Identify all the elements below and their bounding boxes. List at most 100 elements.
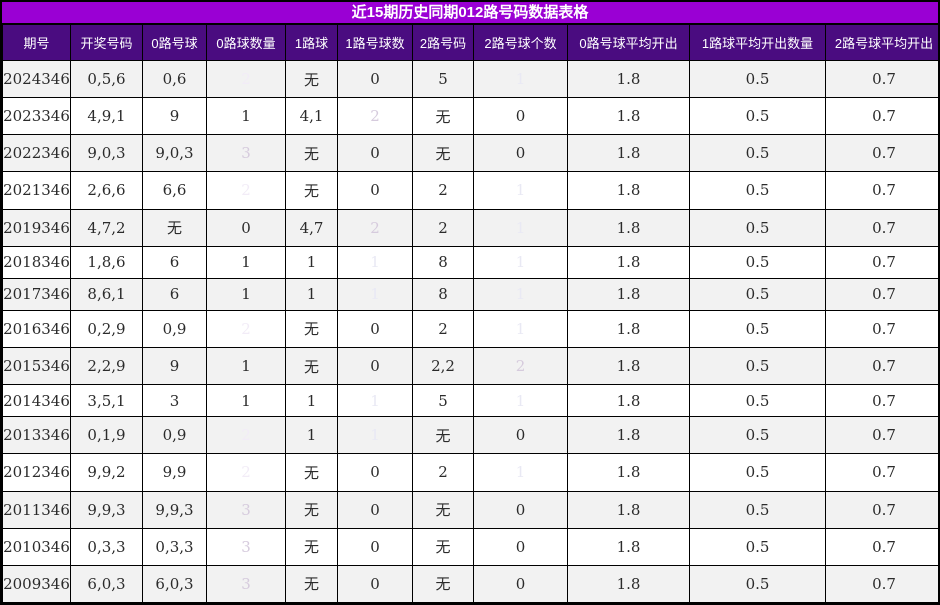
road0-average-cell: 1.8 <box>567 97 690 136</box>
road1-balls-cell: 无 <box>285 309 338 349</box>
road2-balls-cell: 无 <box>412 490 474 529</box>
road1-count-cell: 0 <box>337 134 413 173</box>
road2-count-cell: 0 <box>473 564 568 603</box>
road0-count-cell: 3 <box>206 527 286 566</box>
road2-balls-cell: 无 <box>412 97 474 136</box>
road0-average-cell: 1.8 <box>567 134 690 173</box>
period-cell: 2011346 <box>2 490 71 529</box>
period-cell: 2013346 <box>2 416 71 455</box>
road1-count-cell: 2 <box>337 208 413 247</box>
col-header-road0-count: 0路球数量 <box>206 24 286 61</box>
road1-balls-cell: 4,1 <box>285 97 338 136</box>
road1-average-cell: 0.5 <box>689 245 826 279</box>
road2-average-cell: 0.7 <box>825 97 938 136</box>
table-body: 2024346 0,5,6 0,6 2 无 0 5 1 1.8 0.5 0.7 2023346 4,9,… <box>2 59 938 603</box>
road0-count-cell: 1 <box>206 245 286 279</box>
table-row: 2017346 8,6,1 6 1 1 1 8 1 1.8 0.5 0.7 <box>2 277 938 311</box>
draw-numbers-cell: 9,0,3 <box>70 134 143 173</box>
road1-average-cell: 0.5 <box>689 309 826 349</box>
road1-count-cell: 0 <box>337 490 413 529</box>
road0-balls-cell: 0,3,3 <box>142 527 207 566</box>
road1-average-cell: 0.5 <box>689 208 826 247</box>
road0-count-cell: 2 <box>206 59 286 99</box>
period-cell: 2015346 <box>2 346 71 386</box>
road1-balls-cell: 4,7 <box>285 208 338 247</box>
road1-count-cell: 0 <box>337 564 413 603</box>
road1-count-cell: 1 <box>337 384 413 418</box>
road2-count-cell: 0 <box>473 97 568 136</box>
table-row: 2024346 0,5,6 0,6 2 无 0 5 1 1.8 0.5 0.7 <box>2 59 938 99</box>
road2-average-cell: 0.7 <box>825 59 938 99</box>
road0-average-cell: 1.8 <box>567 277 690 311</box>
data-table: 期号 开奖号码 0路号球 0路球数量 1路球 1路号球数 2路号码 2路号球个数… <box>2 24 938 603</box>
road2-average-cell: 0.7 <box>825 384 938 418</box>
road0-count-cell: 1 <box>206 384 286 418</box>
road2-count-cell: 0 <box>473 416 568 455</box>
road1-count-cell: 0 <box>337 171 413 210</box>
period-cell: 2014346 <box>2 384 71 418</box>
road0-balls-cell: 0,9 <box>142 416 207 455</box>
road2-average-cell: 0.7 <box>825 245 938 279</box>
period-cell: 2021346 <box>2 171 71 210</box>
road1-balls-cell: 无 <box>285 527 338 566</box>
road1-average-cell: 0.5 <box>689 97 826 136</box>
road0-count-cell: 3 <box>206 134 286 173</box>
table-row: 2010346 0,3,3 0,3,3 3 无 0 无 0 1.8 0.5 0.7 <box>2 527 938 566</box>
period-cell: 2016346 <box>2 309 71 349</box>
road2-average-cell: 0.7 <box>825 346 938 386</box>
road2-balls-cell: 5 <box>412 384 474 418</box>
road2-balls-cell: 无 <box>412 527 474 566</box>
road1-balls-cell: 1 <box>285 277 338 311</box>
col-header-road1-balls: 1路球 <box>285 24 338 61</box>
road1-balls-cell: 1 <box>285 245 338 279</box>
road2-average-cell: 0.7 <box>825 453 938 492</box>
road1-balls-cell: 无 <box>285 564 338 603</box>
road0-count-cell: 2 <box>206 171 286 210</box>
road1-count-cell: 2 <box>337 97 413 136</box>
road2-count-cell: 0 <box>473 527 568 566</box>
road1-balls-cell: 无 <box>285 59 338 99</box>
draw-numbers-cell: 0,2,9 <box>70 309 143 349</box>
road0-average-cell: 1.8 <box>567 490 690 529</box>
period-cell: 2024346 <box>2 59 71 99</box>
road2-balls-cell: 5 <box>412 59 474 99</box>
table-row: 2009346 6,0,3 6,0,3 3 无 0 无 0 1.8 0.5 0.7 <box>2 564 938 603</box>
road0-average-cell: 1.8 <box>567 208 690 247</box>
road0-average-cell: 1.8 <box>567 453 690 492</box>
road0-balls-cell: 9,9 <box>142 453 207 492</box>
table-row: 2014346 3,5,1 3 1 1 1 5 1 1.8 0.5 0.7 <box>2 384 938 418</box>
road2-count-cell: 1 <box>473 208 568 247</box>
draw-numbers-cell: 9,9,2 <box>70 453 143 492</box>
road1-balls-cell: 无 <box>285 171 338 210</box>
road1-count-cell: 1 <box>337 277 413 311</box>
road1-average-cell: 0.5 <box>689 384 826 418</box>
road1-average-cell: 0.5 <box>689 453 826 492</box>
road2-count-cell: 1 <box>473 59 568 99</box>
road1-balls-cell: 无 <box>285 453 338 492</box>
col-header-period: 期号 <box>2 24 71 61</box>
road1-average-cell: 0.5 <box>689 171 826 210</box>
draw-numbers-cell: 2,2,9 <box>70 346 143 386</box>
road0-balls-cell: 9,0,3 <box>142 134 207 173</box>
road1-count-cell: 0 <box>337 346 413 386</box>
road1-average-cell: 0.5 <box>689 277 826 311</box>
road2-average-cell: 0.7 <box>825 490 938 529</box>
draw-numbers-cell: 0,5,6 <box>70 59 143 99</box>
draw-numbers-cell: 3,5,1 <box>70 384 143 418</box>
road2-balls-cell: 8 <box>412 245 474 279</box>
draw-numbers-cell: 4,9,1 <box>70 97 143 136</box>
road0-count-cell: 2 <box>206 309 286 349</box>
road2-count-cell: 0 <box>473 490 568 529</box>
road2-count-cell: 1 <box>473 245 568 279</box>
col-header-road1-count: 1路号球数 <box>337 24 413 61</box>
road0-average-cell: 1.8 <box>567 416 690 455</box>
road0-average-cell: 1.8 <box>567 171 690 210</box>
road1-balls-cell: 1 <box>285 384 338 418</box>
period-cell: 2022346 <box>2 134 71 173</box>
road2-count-cell: 1 <box>473 277 568 311</box>
road2-count-cell: 1 <box>473 171 568 210</box>
period-cell: 2017346 <box>2 277 71 311</box>
period-cell: 2023346 <box>2 97 71 136</box>
road1-count-cell: 1 <box>337 245 413 279</box>
